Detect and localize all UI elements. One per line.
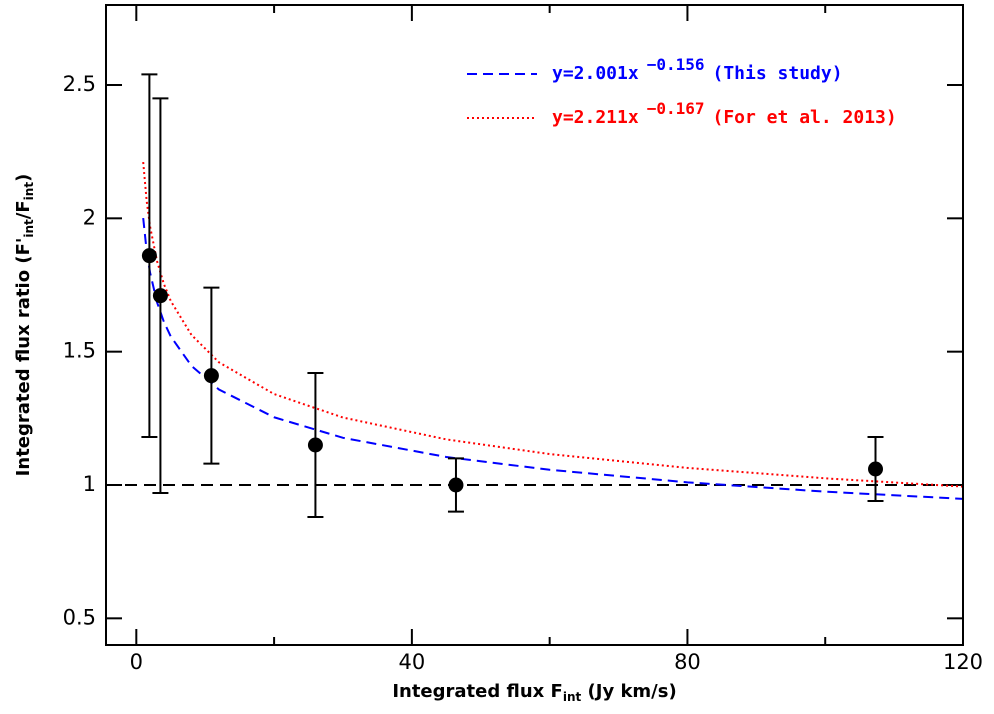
fit-curve [142, 217, 964, 500]
x-tick-label: 0 [130, 650, 143, 674]
legend-label: y=2.211x −0.167 (For et al. 2013) [552, 99, 897, 129]
y-tick-label: 2.5 [63, 72, 96, 96]
y-label-text: Integrated flux ratio (F' [13, 238, 34, 477]
y-tick-label: 2 [83, 205, 96, 229]
x-axis-label: Integrated flux Fint (Jy km/s) [392, 681, 676, 704]
legend-note: (This study) [713, 63, 843, 84]
x-label-sub: int [563, 690, 582, 704]
data-point [141, 248, 157, 264]
y-label-sub: int [22, 182, 36, 201]
data-point [307, 437, 323, 453]
x-label-text: Integrated flux F [392, 681, 563, 702]
y-label-sub: int [22, 219, 36, 238]
legend-label: y=2.001x −0.156 (This study) [552, 55, 843, 85]
y-label-mid: /F [13, 200, 34, 219]
legend-formula: y=2.001x [552, 63, 639, 84]
x-label-after: (Jy km/s) [581, 681, 676, 702]
legend-exponent: −0.167 [647, 99, 705, 118]
legend-formula: y=2.211x [552, 107, 639, 128]
y-tick-label: 1 [83, 472, 96, 496]
data-point [448, 477, 464, 493]
x-tick-label: 120 [943, 650, 983, 674]
plot-frame [105, 4, 964, 646]
y-tick-label: 1.5 [63, 339, 96, 363]
y-label-after: ) [13, 174, 34, 182]
legend-exponent: −0.156 [647, 55, 705, 74]
data-point [203, 368, 219, 384]
y-tick-label: 0.5 [63, 605, 96, 629]
x-tick-label: 40 [399, 650, 426, 674]
fit-curve [142, 161, 964, 488]
x-tick-label: 80 [674, 650, 701, 674]
y-axis-label: Integrated flux ratio (F'int/Fint) [13, 174, 36, 477]
legend-note: (For et al. 2013) [713, 107, 897, 128]
data-point [152, 288, 168, 304]
data-point [868, 461, 884, 477]
